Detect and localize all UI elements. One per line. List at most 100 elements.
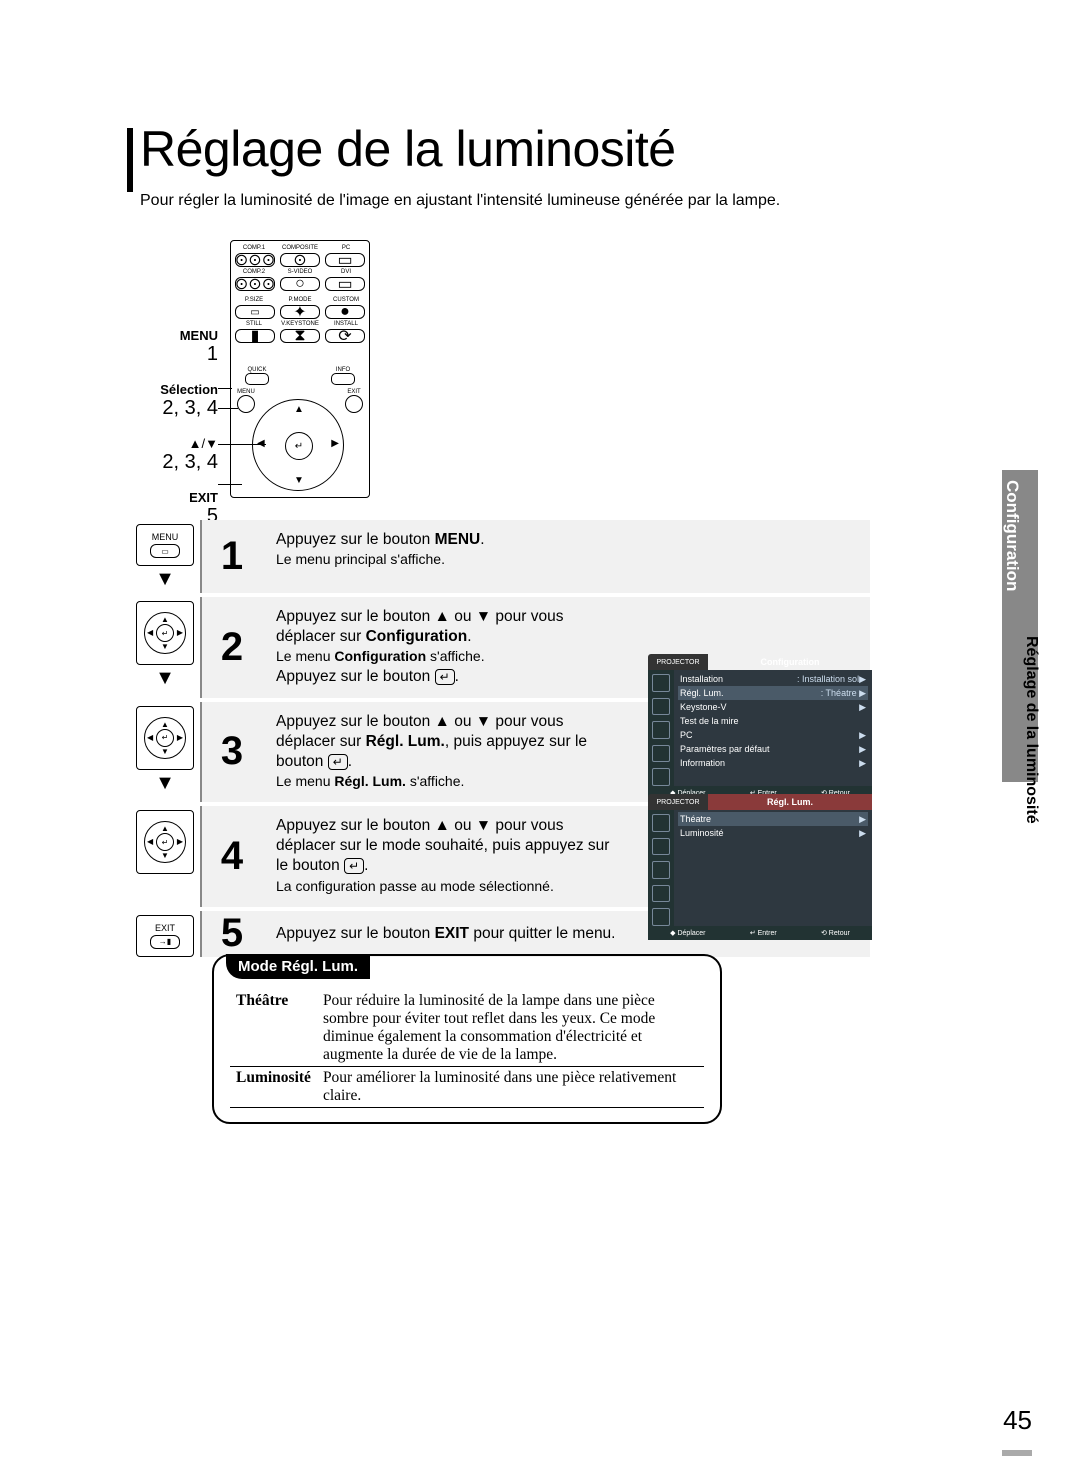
- remote-label-selection-num: 2, 3, 4: [130, 397, 218, 420]
- projector-sidebar-icon: [652, 885, 670, 903]
- down-arrow-icon: ▼: [155, 772, 175, 795]
- projector-menu-configuration: PROJECTORConfiguration Installation: Ins…: [648, 654, 872, 800]
- remote-button: ▭: [325, 277, 365, 291]
- step-3-line1: Appuyez sur le bouton ▲ ou ▼ pour vous: [276, 713, 563, 730]
- remote-button: ▭: [325, 253, 365, 267]
- remote-button: ⊙⊙⊙: [235, 253, 275, 267]
- step-1-text: Appuyez sur le bouton MENU.: [276, 531, 485, 548]
- remote-exit-button: [345, 395, 363, 413]
- step-5-icon-label: EXIT: [155, 923, 175, 933]
- projector-menu-row: PC▶: [678, 728, 868, 742]
- remote-button: ▮: [235, 329, 275, 343]
- projector-menu-list: Théatre▶Luminosité▶: [674, 810, 872, 926]
- remote-label-exit: EXIT: [130, 490, 218, 505]
- projector-menu-row: Installation: Installation sol▶: [678, 672, 868, 686]
- mode-row-val: Pour améliorer la luminosité dans une pi…: [317, 1067, 704, 1108]
- projector-menu-row: Luminosité▶: [678, 826, 868, 840]
- remote-outline: COMP.1COMPOSITEPC ⊙⊙⊙⊙▭ COMP.2S-VIDEODVI…: [230, 240, 370, 498]
- remote-button: [331, 373, 355, 385]
- projector-menu-title: Régl. Lum.: [708, 794, 872, 810]
- projector-sidebar: [648, 810, 674, 926]
- remote-button: ⟳: [325, 329, 365, 343]
- step-3-icon: ▲▼◀▶↵: [136, 706, 194, 770]
- projector-tag: PROJECTOR: [648, 654, 708, 670]
- remote-label-menu-num: 1: [130, 343, 218, 366]
- remote-button: ✦: [280, 305, 320, 319]
- remote-menu-button: [237, 395, 255, 413]
- step-1-sub: Le menu principal s'affiche.: [276, 551, 445, 567]
- step-4-sub: La configuration passe au mode sélection…: [276, 878, 554, 894]
- remote-diagram: MENU 1 Sélection 2, 3, 4 ▲/▼ 2, 3, 4 EXI…: [130, 240, 370, 510]
- step-2-line3: Appuyez sur le bouton ↵.: [276, 668, 459, 685]
- down-arrow-icon: ▼: [155, 667, 175, 690]
- step-5-text: Appuyez sur le bouton EXIT pour quitter …: [276, 924, 616, 944]
- mode-box: Mode Régl. Lum. Théâtre Pour réduire la …: [212, 954, 722, 1124]
- remote-label-arrows: ▲/▼: [130, 436, 218, 451]
- btn-psize-label: P.SIZE: [235, 297, 273, 303]
- title-accent-bar: [127, 128, 133, 192]
- side-tab-primary: Configuration: [1002, 470, 1030, 630]
- remote-button: ▭: [235, 305, 275, 319]
- projector-sidebar-icon: [652, 745, 670, 763]
- btn-quick-label: QUICK: [245, 367, 269, 373]
- remote-nav-wheel: ▲ ▼ ◀ ▶ ↵: [252, 399, 344, 491]
- page-number: 45: [1003, 1405, 1032, 1436]
- remote-button: ○: [280, 277, 320, 291]
- step-2-icon: ▲▼◀▶↵: [136, 601, 194, 665]
- projector-tag: PROJECTOR: [648, 794, 708, 810]
- projector-sidebar-icon: [652, 814, 670, 832]
- step-3-number: 3: [200, 702, 262, 803]
- projector-sidebar-icon: [652, 908, 670, 926]
- down-arrow-icon: ▼: [155, 568, 175, 591]
- step-4-line1: Appuyez sur le bouton ▲ ou ▼ pour vous: [276, 817, 563, 834]
- step-3-line2: déplacer sur Régl. Lum., puis appuyez su…: [276, 733, 587, 750]
- mode-row-key: Luminosité: [230, 1067, 317, 1108]
- projector-menu-title: Configuration: [708, 654, 872, 670]
- projector-menu-row: Théatre▶: [678, 812, 868, 826]
- side-tab-secondary: Réglage de la luminosité: [1022, 636, 1040, 824]
- step-4-number: 4: [200, 806, 262, 907]
- projector-sidebar-icon: [652, 674, 670, 692]
- step-3-line3: bouton ↵.: [276, 753, 352, 770]
- projector-menu-row: Paramètres par défaut▶: [678, 742, 868, 756]
- remote-label-menu: MENU: [130, 328, 218, 343]
- projector-menu-row: Information▶: [678, 756, 868, 770]
- enter-icon: ↵: [435, 669, 455, 685]
- remote-button: ⊙⊙⊙: [235, 277, 275, 291]
- projector-sidebar: [648, 670, 674, 786]
- mode-row-val: Pour réduire la luminosité de la lampe d…: [317, 990, 704, 1067]
- step-3-sub: Le menu Régl. Lum. s'affiche.: [276, 773, 464, 789]
- page-subtitle: Pour régler la luminosité de l'image en …: [140, 192, 780, 210]
- step-4-line3: le bouton ↵.: [276, 857, 368, 874]
- mode-row-key: Théâtre: [230, 990, 317, 1067]
- step-1-number: 1: [200, 520, 262, 593]
- projector-menu-regl-lum: PROJECTORRégl. Lum. Théatre▶Luminosité▶ …: [648, 794, 872, 940]
- remote-button: [245, 373, 269, 385]
- step-2-line2: déplacer sur Configuration.: [276, 628, 472, 645]
- projector-sidebar-icon: [652, 838, 670, 856]
- step-5-number: 5: [200, 911, 262, 957]
- projector-sidebar-icon: [652, 861, 670, 879]
- enter-icon: ↵: [328, 754, 348, 770]
- step-1-icon-label: MENU: [152, 532, 179, 542]
- projector-menu-footer: ◆ Déplacer↵ Entrer⟲ Retour: [648, 926, 872, 940]
- step-1-icon: MENU ▭: [136, 524, 194, 566]
- remote-label-arrows-num: 2, 3, 4: [130, 451, 218, 474]
- step-2-sub: Le menu Configuration s'affiche.: [276, 648, 485, 664]
- step-2-number: 2: [200, 597, 262, 698]
- projector-menu-row: Keystone-V▶: [678, 700, 868, 714]
- projector-sidebar-icon: [652, 768, 670, 786]
- projector-menu-list: Installation: Installation sol▶Régl. Lum…: [674, 670, 872, 786]
- mode-box-table: Théâtre Pour réduire la luminosité de la…: [230, 990, 704, 1108]
- remote-button: ⧗: [280, 329, 320, 343]
- step-4-line2: déplacer sur le mode souhaité, puis appu…: [276, 837, 609, 854]
- step-1: MENU ▭ ▼ 1 Appuyez sur le bouton MENU. L…: [130, 520, 870, 593]
- projector-sidebar-icon: [652, 698, 670, 716]
- page-title: Réglage de la luminosité: [140, 120, 676, 178]
- enter-icon: ↵: [344, 858, 364, 874]
- projector-menu-row: Régl. Lum.: Théatre ▶: [678, 686, 868, 700]
- mode-box-tab: Mode Régl. Lum.: [226, 954, 370, 979]
- remote-button: ⊙: [280, 253, 320, 267]
- projector-sidebar-icon: [652, 721, 670, 739]
- page-number-bar: [1002, 1450, 1032, 1456]
